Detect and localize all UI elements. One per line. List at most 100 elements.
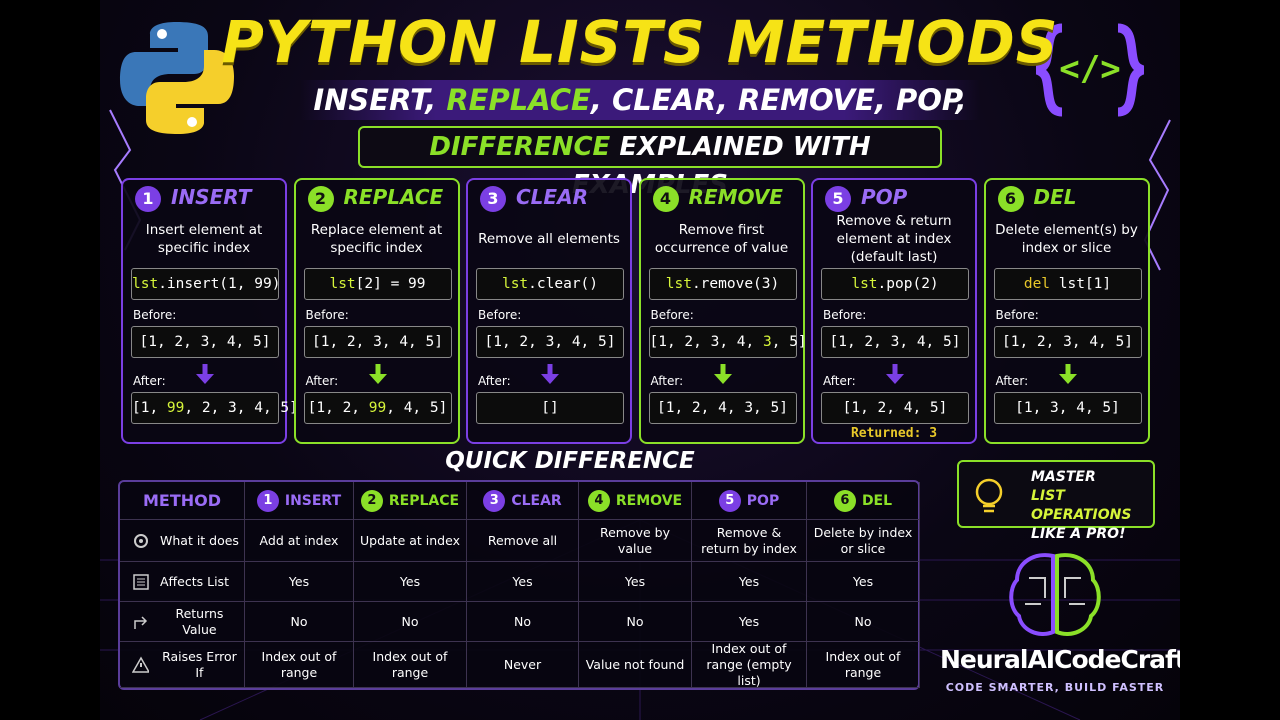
row-label: What it does (120, 520, 245, 562)
text-segment: [1, 2, 4, 5] (842, 400, 948, 416)
after-box: [1, 2, 4, 5] (821, 392, 969, 424)
table-header: 1 INSERT (245, 482, 354, 520)
row-label: Raises Error If (120, 642, 245, 688)
text-segment: 99 (166, 400, 185, 416)
text-segment: , 5] (771, 334, 807, 350)
table-cell: Never (467, 642, 579, 688)
table-cell: Yes (692, 562, 807, 602)
table-cell: Remove all (467, 520, 579, 562)
text-segment: lst (132, 276, 159, 292)
arrow (1058, 364, 1077, 384)
lightning (1143, 119, 1171, 271)
logo-yellow (146, 50, 234, 134)
promo-line: LIST OPERATIONS (1031, 488, 1132, 523)
method-card: 3 CLEAR Remove all elements lst.clear() Befo… (466, 178, 632, 444)
after-label: After: (650, 374, 684, 388)
banner: DIFFERENCE EXPLAINED WITH EXAMPLES (358, 126, 942, 200)
text-segment: [1, 2, 3, 4, 5] (829, 334, 961, 350)
text-segment: lst[1] (1058, 276, 1112, 292)
code-box: lst.insert(1, 99) (131, 268, 280, 300)
card-description: Delete element(s) by index or slice (995, 222, 1138, 256)
header-name: DEL (861, 492, 893, 509)
table-cell: Yes (807, 562, 920, 602)
header-number: 1 (256, 489, 279, 512)
table-header: 3 CLEAR (467, 482, 579, 520)
row-icon (134, 533, 148, 548)
arrow (541, 364, 559, 384)
promo-text: MASTER LIST OPERATIONS LIKE A PRO! (1031, 468, 1153, 544)
text-segment: 3 (763, 334, 772, 350)
arrow (368, 364, 387, 384)
row-icon (132, 655, 149, 673)
table-cell: Value not found (579, 642, 692, 688)
text-segment: .pop(2) (877, 276, 939, 292)
logo-eye (157, 29, 167, 39)
card-name: REMOVE (688, 185, 783, 209)
table-cell: No (354, 602, 467, 642)
table-cell: Yes (692, 602, 807, 642)
table-cell: Index out of range (245, 642, 354, 688)
text-segment: [1, 2, 3, 4, (649, 334, 763, 350)
subtitle: INSERT, REPLACE, CLEAR, REMOVE, POP, DEL (300, 80, 980, 157)
card-name: DEL (1033, 185, 1077, 209)
table-cell: Yes (467, 562, 579, 602)
table-cell: Index out of range (empty list) (692, 641, 807, 688)
brand-name: NeuralAICodeCraft (940, 645, 1180, 674)
table-title: QUICK DIFFERENCE (445, 448, 695, 474)
row-label: Affects List (120, 562, 245, 602)
before-label: Before: (650, 308, 694, 322)
logo-eye (187, 117, 197, 127)
table: METHOD 1 INSERT 2 REPLACE 3 CLEAR 4 REMOVE 5 POP 6 D… (118, 480, 920, 690)
card-name: CLEAR (516, 185, 588, 209)
code-box: lst.clear() (476, 268, 624, 300)
code-box: lst.pop(2) (821, 268, 969, 300)
after-label: After: (478, 374, 511, 388)
table-cell: Index out of range (807, 642, 920, 688)
before-label: Before: (133, 308, 177, 322)
after-box: [1, 2, 4, 3, 5] (648, 392, 797, 424)
header-number: 5 (718, 489, 741, 512)
after-box: [] (476, 392, 624, 424)
row-icon (133, 573, 149, 590)
card-number: 5 (825, 186, 851, 212)
table-corner: METHOD (120, 482, 245, 520)
table-cell: Update at index (354, 520, 467, 562)
row-label-text: What it does (160, 532, 239, 548)
code-box: lst[2] = 99 (303, 268, 452, 300)
card-number: 2 (307, 186, 334, 212)
card-number: 1 (135, 186, 161, 212)
promo-line: LIKE A PRO! (1031, 526, 1126, 542)
code-icon-text: </> (1059, 49, 1120, 89)
text-segment: 99 (368, 400, 387, 416)
table-cell: Yes (245, 562, 354, 602)
card-name: POP (861, 185, 908, 209)
card-number: 3 (480, 186, 506, 212)
table-cell: Yes (579, 562, 692, 602)
header-number: 3 (483, 489, 506, 512)
after-box: [1, 2, 99, 4, 5] (303, 392, 452, 424)
table-cell: Add at index (245, 520, 354, 562)
code-box: lst.remove(3) (648, 268, 797, 300)
text-segment: [1, (132, 400, 167, 416)
header-name: INSERT (284, 492, 342, 509)
before-box: [1, 2, 3, 4, 5] (993, 326, 1142, 358)
table-cell: Remove by value (579, 520, 692, 562)
card-number: 6 (997, 186, 1024, 212)
banner-highlight: DIFFERENCE (429, 132, 611, 162)
after-box: [1, 99, 2, 3, 4, 5] (131, 392, 298, 424)
before-label: Before: (478, 308, 522, 322)
before-label: Before: (823, 308, 867, 322)
subtitle-highlight: REPLACE (446, 83, 591, 117)
card-number: 4 (652, 186, 679, 212)
after-label: After: (133, 374, 166, 388)
row-label-text: Affects List (160, 573, 229, 589)
after-label: After: (823, 374, 856, 388)
text-segment: lst (665, 276, 692, 292)
method-card: 4 REMOVE Remove first occurrence of value l… (638, 178, 807, 444)
before-box: [1, 2, 3, 4, 5] (303, 326, 452, 358)
code-box: del lst[1] (993, 268, 1142, 300)
text-segment: [1, 2, 3, 4, 5] (1002, 334, 1133, 350)
text-segment: lst (501, 276, 529, 292)
text-segment: .remove(3) (691, 276, 780, 292)
